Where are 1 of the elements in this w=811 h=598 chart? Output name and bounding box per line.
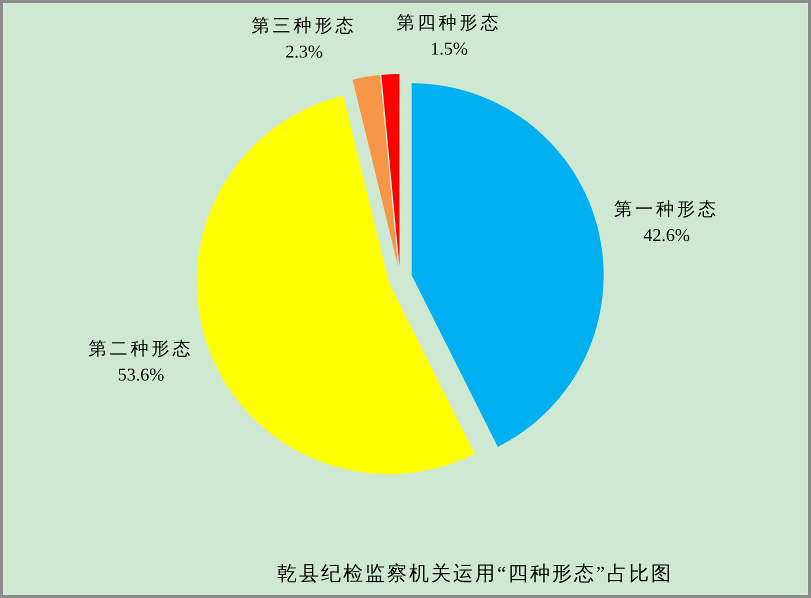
title: 乾县纪检监察机关运用“四种形态”占比图	[277, 563, 673, 585]
